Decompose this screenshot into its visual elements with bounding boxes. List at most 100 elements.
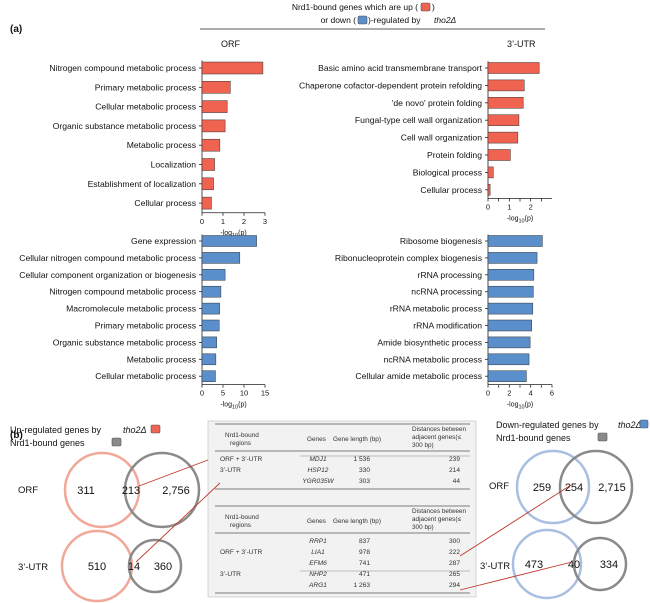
bar	[201, 269, 226, 281]
category-label: Nitrogen compound metabolic process	[49, 287, 196, 297]
header-300bp: 300 bp)	[412, 524, 434, 531]
table-row: 3’-UTR NHP2 471 265	[220, 571, 460, 578]
venn-up-orf-right: 2,756	[162, 485, 190, 497]
bar	[201, 119, 226, 133]
table-panel	[207, 420, 477, 598]
cell-length: 1 263	[353, 582, 370, 589]
header-gene-length: Gene length (bp)	[333, 436, 381, 443]
bar	[487, 79, 525, 92]
cell-distance: 265	[449, 571, 460, 578]
venn-up-orf-mid: 213	[122, 485, 140, 497]
venn-down-orf-label: ORF	[489, 481, 509, 492]
category-label: Cell wall organization	[401, 133, 482, 143]
category-label: ncRNA metabolic process	[384, 354, 482, 364]
category-label: Macromolecule metabolic process	[66, 304, 196, 314]
cell-distance: 214	[449, 467, 460, 474]
venn-up-utr-left: 510	[88, 561, 106, 573]
chart-orf_down: Gene expression Cellular nitrogen compoun…	[19, 234, 269, 411]
bar	[487, 184, 491, 196]
table-row: 3’-UTR HSP12 330 214	[220, 467, 460, 474]
cell-distance: 300	[449, 538, 460, 545]
header-nrd1-bound: Nrd1-bound	[225, 514, 259, 521]
chart-utr_up: Basic amino acid transmembrane transport…	[299, 61, 552, 225]
venn-down-gray-swatch	[597, 432, 608, 442]
venn-down-utr-circle-nrd1	[572, 536, 628, 592]
category-label: Chaperone cofactor-dependent protein ref…	[299, 80, 482, 90]
title-line1-end: )	[432, 2, 435, 12]
cell-region: 3’-UTR	[220, 571, 241, 578]
header-adjacent: adjacent genes(≤	[412, 516, 461, 523]
bar	[487, 149, 511, 161]
title-line2-start: or down (	[321, 15, 357, 25]
category-label: Nitrogen compound metabolic process	[49, 63, 196, 73]
venn-up-utr-right: 360	[154, 561, 172, 573]
cell-distance: 222	[449, 549, 460, 556]
x-tick-label: 3	[263, 217, 267, 226]
cell-length: 978	[359, 549, 370, 556]
venn-up-utr-circle-nrd1	[127, 538, 183, 594]
category-label: rRNA modification	[413, 321, 482, 331]
category-label: ncRNA processing	[411, 287, 482, 297]
category-label: Cellular component organization or bioge…	[19, 270, 196, 280]
bar	[487, 353, 530, 366]
figure-title: Nrd1-bound genes which are up ( ) or dow…	[200, 2, 545, 30]
venn-down-orf-mid: 254	[565, 482, 583, 494]
venn-up-title: Up-regulated genes by	[10, 425, 102, 435]
x-tick-label: 1	[507, 203, 511, 212]
category-label: Localization	[151, 160, 197, 170]
cell-gene: LIA1	[311, 549, 325, 556]
col-title-orf: ORF	[221, 39, 241, 49]
venn-up-orf-left: 311	[77, 485, 95, 497]
title-line2-ital: tho2Δ	[434, 15, 457, 25]
category-label: Primary metabolic process	[95, 321, 196, 331]
category-label: Amide biosynthetic process	[377, 337, 482, 347]
venn-down-utr-circle-deg	[511, 528, 583, 600]
cell-length: 837	[359, 538, 370, 545]
title-line1: Nrd1-bound genes which are up (	[292, 2, 418, 12]
x-tick-label: 15	[261, 389, 269, 398]
venn-up-orf-circle-nrd1	[123, 451, 201, 529]
table-row: ORF + 3’-UTR MDJ1 1 536 239	[220, 456, 460, 463]
bar	[487, 97, 524, 109]
venn-up-gray-swatch	[111, 437, 122, 447]
bar	[201, 336, 217, 349]
category-label: Cellular nitrogen compound metabolic pro…	[19, 253, 196, 263]
x-tick-label: 4	[529, 389, 533, 398]
venn-up-title-ital: tho2Δ	[123, 425, 147, 435]
header-genes: Genes	[307, 436, 326, 443]
legend-down-swatch	[357, 15, 368, 25]
venn-down-orf-circle-deg	[515, 449, 591, 525]
category-label: Primary metabolic process	[95, 82, 196, 92]
venn-down-utr-label: 3’-UTR	[480, 561, 510, 572]
cell-length: 471	[359, 571, 370, 578]
venn-down-utr-left: 473	[525, 559, 543, 571]
panel-label-b: (b)	[10, 430, 23, 441]
category-label: Cellular metabolic process	[95, 102, 196, 112]
header-regions: regions	[230, 440, 251, 447]
bar	[201, 370, 216, 382]
cell-gene: MDJ1	[309, 456, 327, 463]
bar	[201, 177, 214, 191]
table-row: EFM6 741 287	[309, 560, 460, 567]
category-label: Cellular process	[420, 185, 482, 195]
venn-up-subtitle: Nrd1-bound genes	[10, 438, 85, 448]
category-label: Biological process	[413, 167, 482, 177]
chart-utr_down: Ribosome biogenesis Ribonucleoprotein com…	[335, 234, 554, 411]
bar	[487, 302, 534, 315]
category-label: 'de novo' protein folding	[392, 98, 482, 108]
bar	[487, 336, 531, 349]
bar	[487, 131, 519, 144]
venn-down-orf-left: 259	[533, 482, 551, 494]
header-genes: Genes	[307, 518, 326, 525]
title-line2-mid: )-regulated by	[368, 15, 421, 25]
category-label: Protein folding	[427, 150, 482, 160]
chart-orf_up: Nitrogen compound metabolic process Prima…	[49, 60, 267, 239]
bar	[201, 100, 228, 113]
cell-region: ORF + 3’-UTR	[220, 456, 263, 463]
bar-charts: Nitrogen compound metabolic process Prima…	[19, 60, 554, 411]
header-gene-length: Gene length (bp)	[333, 518, 381, 525]
connector-lines	[135, 459, 573, 591]
